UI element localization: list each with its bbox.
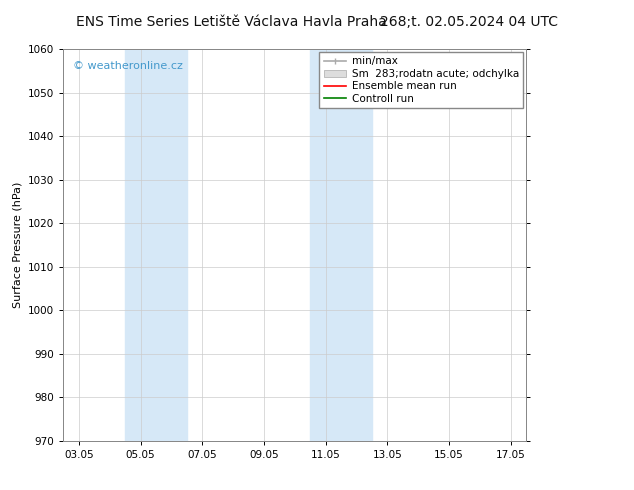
Text: ENS Time Series Letiště Václava Havla Praha: ENS Time Series Letiště Václava Havla Pr… bbox=[76, 15, 387, 29]
Text: © weatheronline.cz: © weatheronline.cz bbox=[73, 61, 183, 71]
Y-axis label: Surface Pressure (hPa): Surface Pressure (hPa) bbox=[13, 182, 23, 308]
Bar bbox=[125, 49, 187, 441]
Bar bbox=[310, 49, 372, 441]
Legend: min/max, Sm  283;rodatn acute; odchylka, Ensemble mean run, Controll run: min/max, Sm 283;rodatn acute; odchylka, … bbox=[320, 52, 523, 108]
Text: 268;t. 02.05.2024 04 UTC: 268;t. 02.05.2024 04 UTC bbox=[380, 15, 558, 29]
